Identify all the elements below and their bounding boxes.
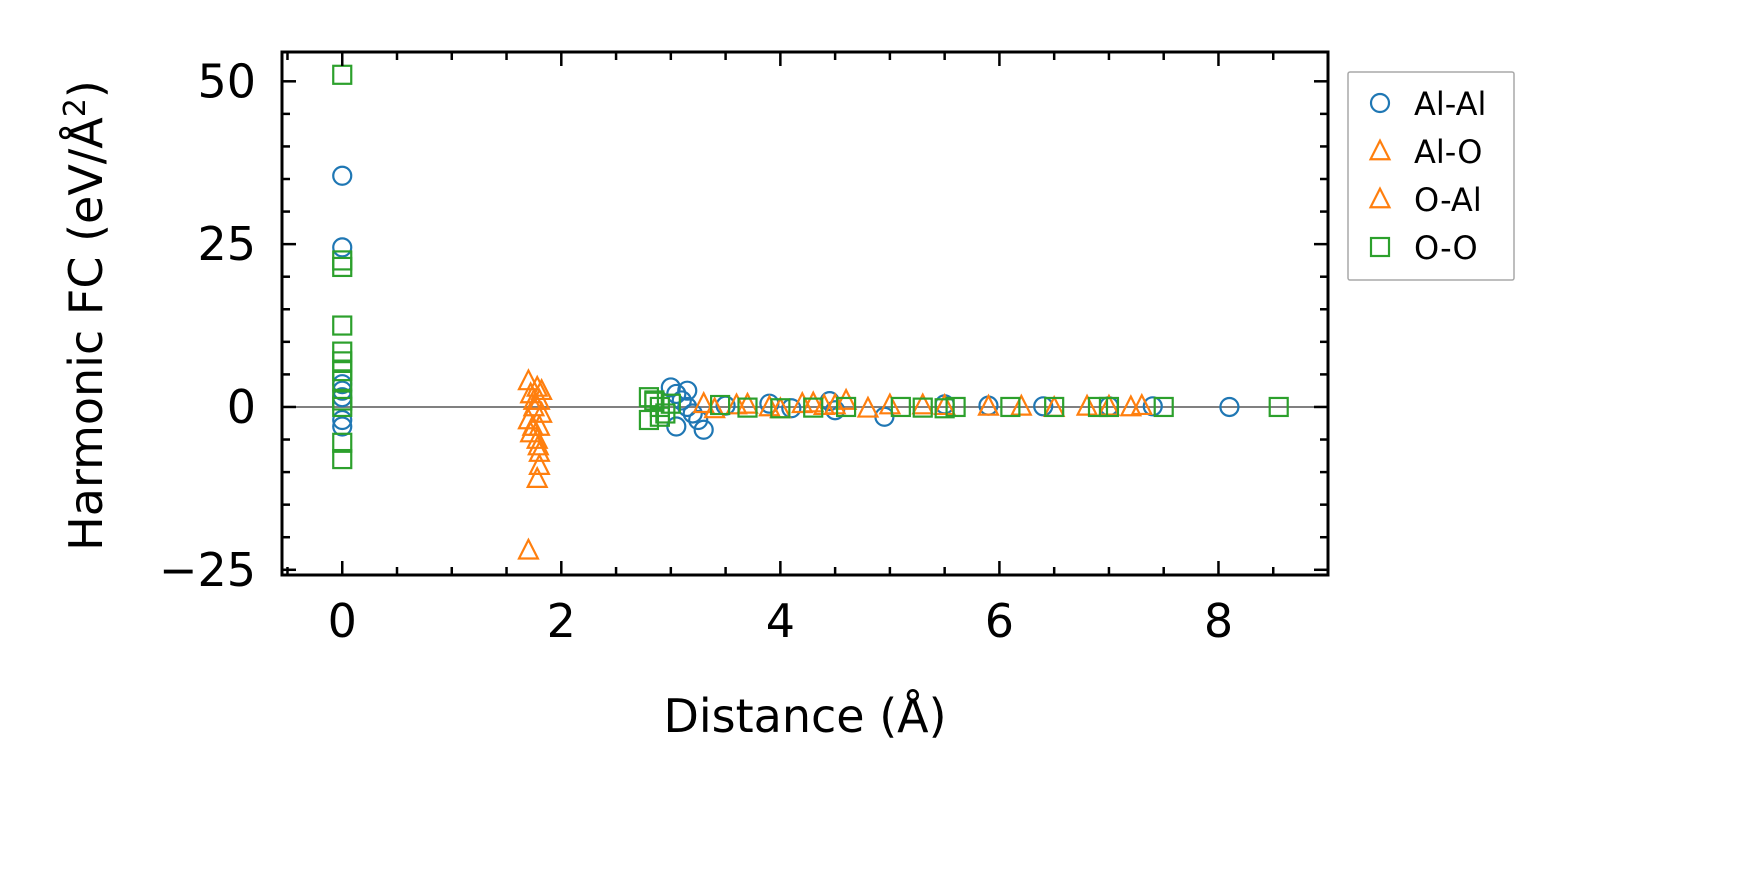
data-point-al-al xyxy=(693,419,714,440)
x-tick-label: 8 xyxy=(1204,594,1233,648)
data-point-o-o xyxy=(332,448,353,470)
data-point-o-al xyxy=(856,395,880,418)
legend-marker-o-o xyxy=(1369,236,1391,258)
data-point-o-o xyxy=(934,398,955,419)
legend-label-o-al: O-Al xyxy=(1414,181,1482,219)
data-point-o-al xyxy=(528,439,551,462)
data-point-al-al xyxy=(332,409,353,431)
data-point-al-o xyxy=(878,392,902,415)
data-point-o-o xyxy=(332,256,353,278)
data-point-o-o xyxy=(332,315,353,336)
data-point-al-o xyxy=(758,394,781,417)
data-point-o-o xyxy=(332,396,353,418)
data-point-o-o xyxy=(638,409,660,431)
data-point-o-o xyxy=(1000,396,1021,418)
data-point-o-al xyxy=(977,393,1000,416)
data-point-o-o xyxy=(649,406,670,427)
data-point-o-o xyxy=(737,397,758,418)
data-point-o-al xyxy=(525,465,549,488)
y-tick-label: 0 xyxy=(227,380,256,434)
data-point-al-o xyxy=(522,394,546,417)
data-point-o-o xyxy=(770,398,791,419)
data-point-al-al xyxy=(682,403,703,424)
y-axis-title-close: ) xyxy=(59,80,113,98)
tick-labels-layer: 0 2 4 6 8 −25 0 25 50 xyxy=(159,54,1233,648)
data-point-o-o xyxy=(912,397,933,418)
legend: Al-Al Al-O O-Al O-O xyxy=(1347,71,1515,281)
plot-frame xyxy=(280,50,1330,577)
data-point-al-al xyxy=(781,398,802,419)
data-point-al-al xyxy=(332,416,353,437)
legend-box xyxy=(1347,71,1515,281)
data-point-o-o xyxy=(890,396,911,418)
data-point-al-o xyxy=(1075,393,1099,416)
data-point-o-al xyxy=(1097,393,1121,416)
x-tick-label: 6 xyxy=(985,594,1014,648)
data-point-o-o xyxy=(660,393,681,414)
data-point-o-al xyxy=(530,377,553,401)
data-point-al-o xyxy=(1010,393,1033,416)
y-tick-label: 25 xyxy=(197,217,256,271)
x-tick-label: 2 xyxy=(547,594,576,648)
data-point-o-o xyxy=(1268,396,1289,418)
data-point-o-o xyxy=(332,64,353,85)
data-point-o-o xyxy=(332,432,353,453)
data-point-o-o xyxy=(803,397,824,418)
data-point-o-o xyxy=(1153,396,1174,418)
data-point-al-o xyxy=(1130,392,1154,416)
data-point-o-al xyxy=(801,390,825,413)
data-point-al-al xyxy=(671,390,692,411)
data-point-al-al xyxy=(1142,396,1163,417)
data-point-al-al xyxy=(1219,396,1240,418)
data-point-o-o xyxy=(1098,396,1120,418)
data-point-al-al xyxy=(978,395,999,416)
data-point-o-al xyxy=(527,433,550,456)
data-point-o-o xyxy=(1044,396,1065,418)
x-axis-title: Distance (Å) xyxy=(663,689,946,743)
data-point-al-al xyxy=(332,165,353,186)
y-axis-title-superscript: 2 xyxy=(58,98,93,117)
data-point-al-al xyxy=(677,380,698,401)
legend-label-al-o: Al-O xyxy=(1414,133,1482,171)
x-tick-label: 4 xyxy=(766,594,795,648)
legend-label-o-o: O-O xyxy=(1414,229,1478,267)
data-point-o-al xyxy=(911,392,934,415)
x-tick-label: 0 xyxy=(328,594,357,648)
data-point-o-al xyxy=(736,391,759,414)
data-point-al-al xyxy=(332,237,353,258)
data-point-al-o xyxy=(933,392,956,416)
legend-label-al-al: Al-Al xyxy=(1414,85,1486,123)
legend-marker-o-al xyxy=(1368,186,1392,209)
data-point-o-o xyxy=(835,396,857,418)
data-point-al-o xyxy=(834,387,858,410)
axes-layer xyxy=(280,50,1330,577)
legend-marker-al-o xyxy=(1368,138,1392,161)
legend-marker-al-al xyxy=(1369,92,1391,114)
data-point-o-o xyxy=(644,390,665,411)
data-point-o-al xyxy=(703,396,726,419)
y-tick-label: 50 xyxy=(197,54,256,108)
data-point-o-o xyxy=(710,394,731,416)
data-point-al-o xyxy=(692,390,715,414)
data-point-al-al xyxy=(1033,396,1054,417)
data-point-o-o xyxy=(1087,396,1109,418)
data-point-o-o xyxy=(332,370,353,392)
y-axis-title: Harmonic FC (eV/Å2) xyxy=(58,80,114,551)
data-point-o-al xyxy=(812,392,836,416)
y-axis-title-main: Harmonic FC (eV/Å xyxy=(59,117,113,551)
data-point-al-o xyxy=(517,537,540,560)
data-point-o-o xyxy=(945,396,966,418)
scatter-points-layer xyxy=(332,64,1289,560)
data-point-al-al xyxy=(666,416,687,437)
y-tick-label: −25 xyxy=(159,543,256,597)
